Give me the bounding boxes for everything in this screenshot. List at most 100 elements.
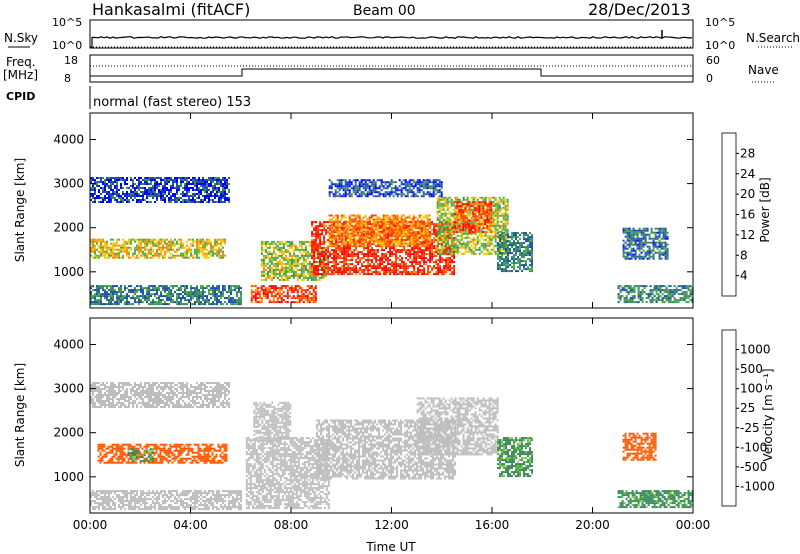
heatmap-cell [400,214,403,217]
heatmap-cell [294,254,297,257]
heatmap-cell [336,214,339,217]
heatmap-cell [440,240,443,243]
heatmap-cell [214,179,216,181]
heatmap-cell [210,199,212,201]
heatmap-cell [300,240,303,243]
heatmap-cell [317,255,320,258]
heatmap-cell [311,233,314,236]
heatmap-cell [228,295,230,298]
heatmap-cell [449,269,452,272]
heatmap-cell [351,269,354,272]
heatmap-cell [344,240,347,243]
heatmap-cell [321,249,324,252]
heatmap-cell [310,278,313,281]
heatmap-cell [450,234,453,237]
heatmap-cell [126,295,128,298]
heatmap-cell [357,253,360,256]
heatmap-cell [122,187,124,189]
heatmap-cell [196,187,198,189]
heatmap-cell [124,244,126,247]
heatmap-cell [110,181,112,183]
heatmap-cell [431,259,434,262]
heatmap-cell [403,265,406,268]
heatmap-cell [94,299,96,302]
heatmap-cell [375,265,378,268]
heatmap-cell [322,246,325,249]
heatmap-cell [144,179,146,181]
heatmap-cell [158,238,160,241]
heatmap-cell [443,271,446,274]
heatmap-cell [202,254,204,257]
heatmap-cell [308,268,311,271]
heatmap-cell [444,226,447,229]
heatmap-cell [298,295,301,298]
heatmap-cell [451,271,454,274]
heatmap-cell [206,297,208,300]
heatmap-cell [204,179,206,181]
heatmap-cell [426,238,429,241]
heatmap-cell [184,256,186,259]
heatmap-cell [108,181,110,183]
heatmap-cell [216,189,218,191]
heatmap-cell [370,216,373,219]
heatmap-cell [216,301,218,304]
heatmap-cell [334,220,337,223]
heatmap-cell [468,242,471,245]
heatmap-cell [373,233,376,236]
heatmap-cell [222,252,224,255]
heatmap-cell [162,289,164,292]
heatmap-cell [224,181,226,183]
heatmap-cell [200,185,202,187]
heatmap-cell [226,185,228,187]
heatmap-cell [176,177,178,179]
heatmap-cell [447,257,450,260]
heatmap-cell [435,245,438,248]
heatmap-cell [474,232,477,235]
heatmap-cell [389,247,392,250]
heatmap-cell [272,287,275,290]
heatmap-cell [312,276,315,279]
heatmap-cell [353,249,356,252]
heatmap-cell [276,240,279,243]
heatmap-cell [392,228,395,231]
heatmap-cell [460,234,463,237]
heatmap-cell [340,216,343,219]
heatmap-cell [323,237,326,240]
heatmap-cell [146,189,148,191]
heatmap-cell [194,287,196,290]
heatmap-cell [360,220,363,223]
heatmap-cell [274,270,277,273]
heatmap-cell [330,238,333,241]
heatmap-cell [204,248,206,251]
heatmap-cell [438,220,441,223]
heatmap-cell [112,303,114,306]
heatmap-cell [347,231,350,234]
heatmap-cell [270,295,273,298]
heatmap-cell [174,179,176,181]
heatmap-cell [300,262,303,265]
heatmap-cell [260,260,263,263]
heatmap-cell [406,228,409,231]
heatmap-cell [496,216,499,219]
heatmap-cell [456,234,459,237]
heatmap-cell [150,191,152,193]
heatmap-cell [156,303,158,306]
heatmap-cell [146,248,148,251]
heatmap-cell [160,179,162,181]
heatmap-cell [393,225,396,228]
heatmap-cell [496,222,499,225]
heatmap-cell [372,234,375,237]
heatmap-cell [371,267,374,270]
heatmap-cell [437,259,440,262]
heatmap-cell [349,255,352,258]
heatmap-cell [343,263,346,266]
heatmap-cell [196,248,198,251]
heatmap-cell [427,253,430,256]
heatmap-cell [194,183,196,185]
heatmap-cell [445,249,448,252]
heatmap-cell [312,289,315,292]
heatmap-cell [158,195,160,197]
heatmap-cell [496,210,499,213]
freq-left-tick-bottom: 8 [64,72,71,85]
heatmap-cell [426,218,429,221]
